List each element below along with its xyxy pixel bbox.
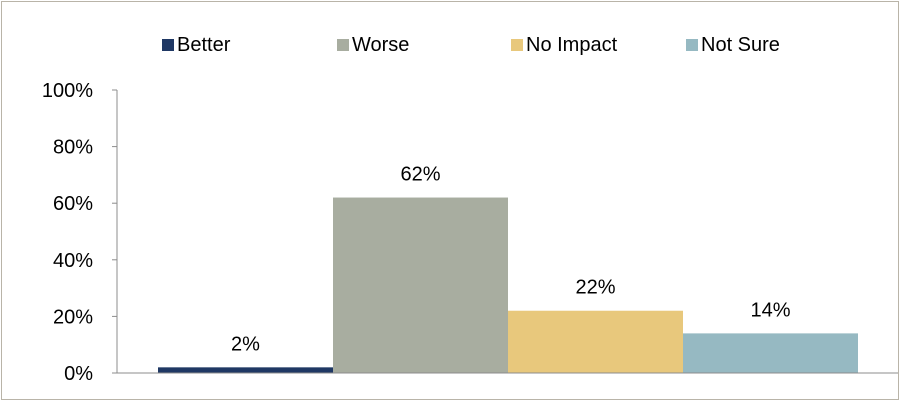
legend-swatch (686, 39, 698, 51)
bar-chart: Better Worse No Impact Not Sure 0% 20% 40% 60%… (42, 34, 898, 385)
y-tick-label: 100% (42, 80, 93, 102)
bar-no-impact (508, 310, 683, 373)
y-tick-label: 40% (53, 250, 93, 272)
bar-worse (333, 197, 508, 373)
legend-label: Not Sure (701, 34, 780, 56)
y-tick-label: 0% (64, 363, 93, 385)
legend-swatch (511, 39, 523, 51)
data-label: 62% (400, 164, 440, 186)
legend-swatch (337, 39, 349, 51)
y-tick-label: 20% (53, 306, 93, 328)
bar-not-sure (683, 333, 858, 373)
y-tick-label: 80% (53, 137, 93, 159)
bar-better (158, 367, 333, 373)
legend-label: Better (177, 34, 231, 56)
chart-legend: Better Worse No Impact Not Sure (162, 34, 780, 56)
data-label: 2% (231, 333, 260, 355)
y-axis: 0% 20% 40% 60% 80% 100% (42, 80, 118, 385)
data-label: 14% (750, 299, 790, 321)
legend-item: Not Sure (686, 34, 780, 56)
legend-item: Worse (337, 34, 409, 56)
legend-swatch (162, 39, 174, 51)
legend-label: Worse (352, 34, 409, 56)
legend-item: No Impact (511, 34, 618, 56)
legend-label: No Impact (526, 34, 618, 56)
legend-item: Better (162, 34, 231, 56)
bars (158, 197, 858, 373)
data-labels: 2% 62% 22% 14% (231, 164, 791, 356)
y-tick-label: 60% (53, 193, 93, 215)
data-label: 22% (575, 277, 615, 299)
